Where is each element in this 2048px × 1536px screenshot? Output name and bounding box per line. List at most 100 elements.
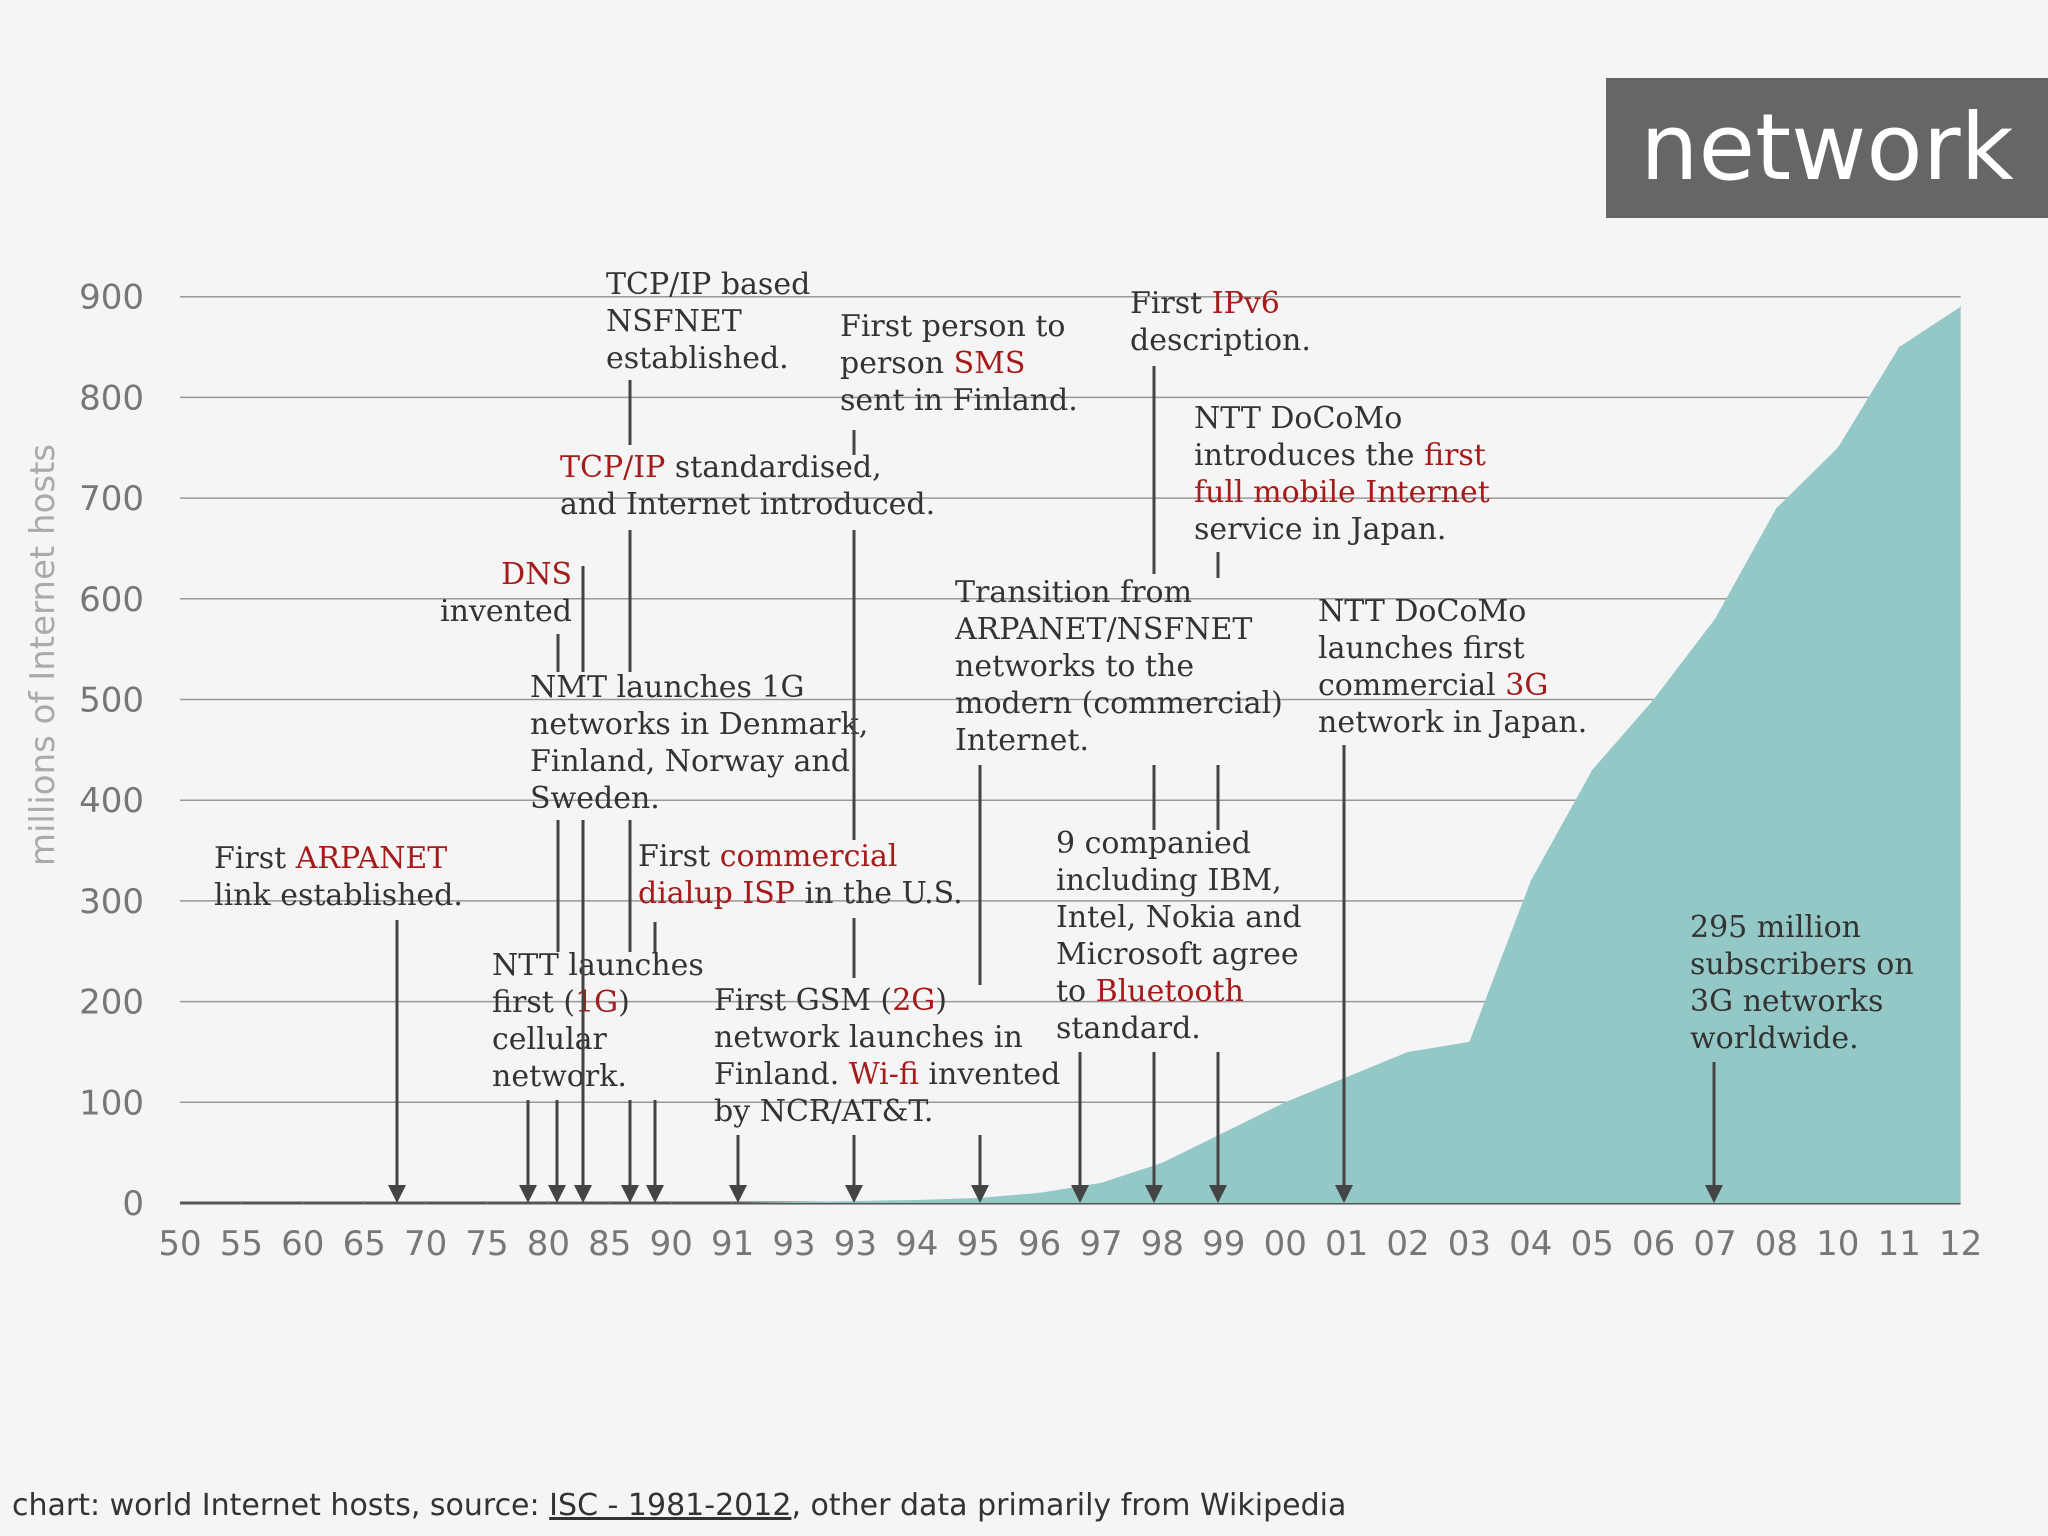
data-point-21	[1468, 1041, 1470, 1043]
annotation-segment: Bluetooth	[1096, 974, 1244, 1009]
data-point-22	[1530, 880, 1532, 882]
annotation-segment: NMT launches 1G	[530, 670, 805, 705]
annotation-segment: commercial	[1318, 668, 1505, 703]
annotation-text-gsm-2: Finland. Wi-fi invented	[714, 1057, 1060, 1092]
y-axis-label: millions of Internet hosts	[23, 444, 63, 866]
annotation-text-docomo-3g-2: commercial 3G	[1318, 668, 1548, 703]
hosts-area	[180, 306, 1961, 1203]
annotation-segment: description.	[1130, 323, 1311, 358]
annotation-segment: Wi-fi	[849, 1057, 919, 1092]
annotation-text-ntt-1g-0: NTT launches	[492, 948, 704, 983]
data-point-19	[1346, 1076, 1348, 1078]
x-tick-28: 11	[1878, 1224, 1921, 1264]
y-tick-800: 800	[79, 378, 144, 418]
x-tick-7: 85	[588, 1224, 631, 1264]
x-tick-18: 00	[1264, 1224, 1307, 1264]
arrow-head-bluetooth-1	[1145, 1185, 1163, 1203]
x-tick-9: 91	[711, 1224, 754, 1264]
annotation-segment: first	[1424, 438, 1486, 473]
annotation-segment: to	[1056, 974, 1096, 1009]
annotation-text-docomo-imode-3: service in Japan.	[1194, 512, 1446, 547]
arrow-head-bluetooth-2	[1209, 1185, 1227, 1203]
data-point-6	[547, 1202, 549, 1204]
annotation-segment: ARPANET/NSFNET	[954, 612, 1252, 647]
annotation-segment: by NCR/AT&T.	[714, 1094, 933, 1129]
annotation-text-bluetooth-5: standard.	[1056, 1011, 1201, 1046]
y-tick-300: 300	[79, 882, 144, 922]
annotation-segment: Internet.	[955, 723, 1089, 758]
annotation-segment: network.	[492, 1059, 627, 1094]
annotation-text-3g-subs-0: 295 million	[1690, 910, 1861, 945]
x-tick-25: 07	[1693, 1224, 1736, 1264]
annotation-segment: ARPANET	[295, 841, 448, 876]
x-tick-5: 75	[465, 1224, 508, 1264]
annotation-segment: NTT DoCoMo	[1194, 401, 1402, 436]
annotation-gsm: First GSM (2G)network launches inFinland…	[714, 983, 1060, 1203]
annotation-text-nsfnet-2: established.	[606, 341, 789, 376]
data-point-3	[363, 1202, 365, 1204]
annotation-segment: First person to	[840, 309, 1065, 344]
annotation-text-gsm-0: First GSM (2G)	[714, 983, 947, 1018]
data-point-12	[916, 1199, 918, 1201]
data-point-17	[1223, 1132, 1225, 1134]
arrow-head-nmt-1	[574, 1185, 592, 1203]
x-tick-1: 55	[220, 1224, 263, 1264]
annotation-segment: and Internet introduced.	[560, 487, 935, 522]
annotation-text-transition-0: Transition from	[955, 575, 1192, 610]
y-tick-600: 600	[79, 580, 144, 620]
annotation-text-bluetooth-3: Microsoft agree	[1056, 937, 1299, 972]
data-point-20	[1407, 1051, 1409, 1053]
x-tick-20: 02	[1386, 1224, 1429, 1264]
data-point-1	[240, 1202, 242, 1204]
data-point-14	[1039, 1192, 1041, 1194]
annotation-segment: dialup ISP	[638, 876, 795, 911]
annotation-segment: network launches in	[714, 1020, 1023, 1055]
annotation-segment: 3G	[1505, 668, 1548, 703]
arrow-head-sms-3	[845, 1185, 863, 1203]
annotation-segment: launches first	[1318, 631, 1525, 666]
annotation-tcpip-std: TCP/IP standardised,and Internet introdu…	[560, 450, 935, 952]
chart-source-footer: chart: world Internet hosts, source: ISC…	[12, 1488, 1346, 1523]
data-point-4	[425, 1202, 427, 1204]
y-tick-labels: 0 100 200 300 400 500 600 700 800 900	[79, 278, 144, 1224]
annotation-text-sms-1: person SMS	[840, 346, 1025, 381]
arrow-head-ntt-1g-1	[548, 1185, 566, 1203]
annotation-segment: TCP/IP based	[606, 267, 810, 302]
y-tick-0: 0	[122, 1184, 144, 1224]
annotation-segment: First	[638, 839, 720, 874]
slide-title: network	[1606, 78, 2048, 218]
footer-suffix: , other data primarily from Wikipedia	[791, 1488, 1347, 1523]
annotation-segment: modern (commercial)	[955, 686, 1283, 721]
annotation-segment: NTT DoCoMo	[1318, 594, 1526, 629]
annotation-text-ipv6-1: description.	[1130, 323, 1311, 358]
annotation-segment: network in Japan.	[1318, 705, 1587, 740]
annotation-text-bluetooth-4: to Bluetooth	[1056, 974, 1244, 1009]
annotation-text-bluetooth-1: including IBM,	[1056, 863, 1282, 898]
annotation-text-arpanet-1: link established.	[214, 878, 463, 913]
source-link[interactable]: ISC - 1981-2012	[549, 1488, 792, 1523]
data-point-11	[854, 1200, 856, 1202]
x-tick-26: 08	[1755, 1224, 1798, 1264]
arrow-head-bluetooth-0	[1071, 1185, 1089, 1203]
annotation-text-nmt-2: Finland, Norway and	[530, 744, 850, 779]
x-tick-19: 01	[1325, 1224, 1368, 1264]
x-tick-2: 60	[281, 1224, 324, 1264]
annotation-text-docomo-3g-3: network in Japan.	[1318, 705, 1587, 740]
annotation-segment: NTT launches	[492, 948, 704, 983]
annotation-segment: sent in Finland.	[840, 383, 1078, 418]
annotation-segment: full mobile Internet	[1194, 475, 1490, 510]
data-point-2	[302, 1202, 304, 1204]
y-tick-200: 200	[79, 983, 144, 1023]
x-tick-15: 97	[1079, 1224, 1122, 1264]
arrow-head-3g-subs-0	[1705, 1185, 1723, 1203]
data-point-18	[1284, 1101, 1286, 1103]
arrow-head-ntt-1g-0	[519, 1185, 537, 1203]
x-tick-27: 10	[1816, 1224, 1859, 1264]
